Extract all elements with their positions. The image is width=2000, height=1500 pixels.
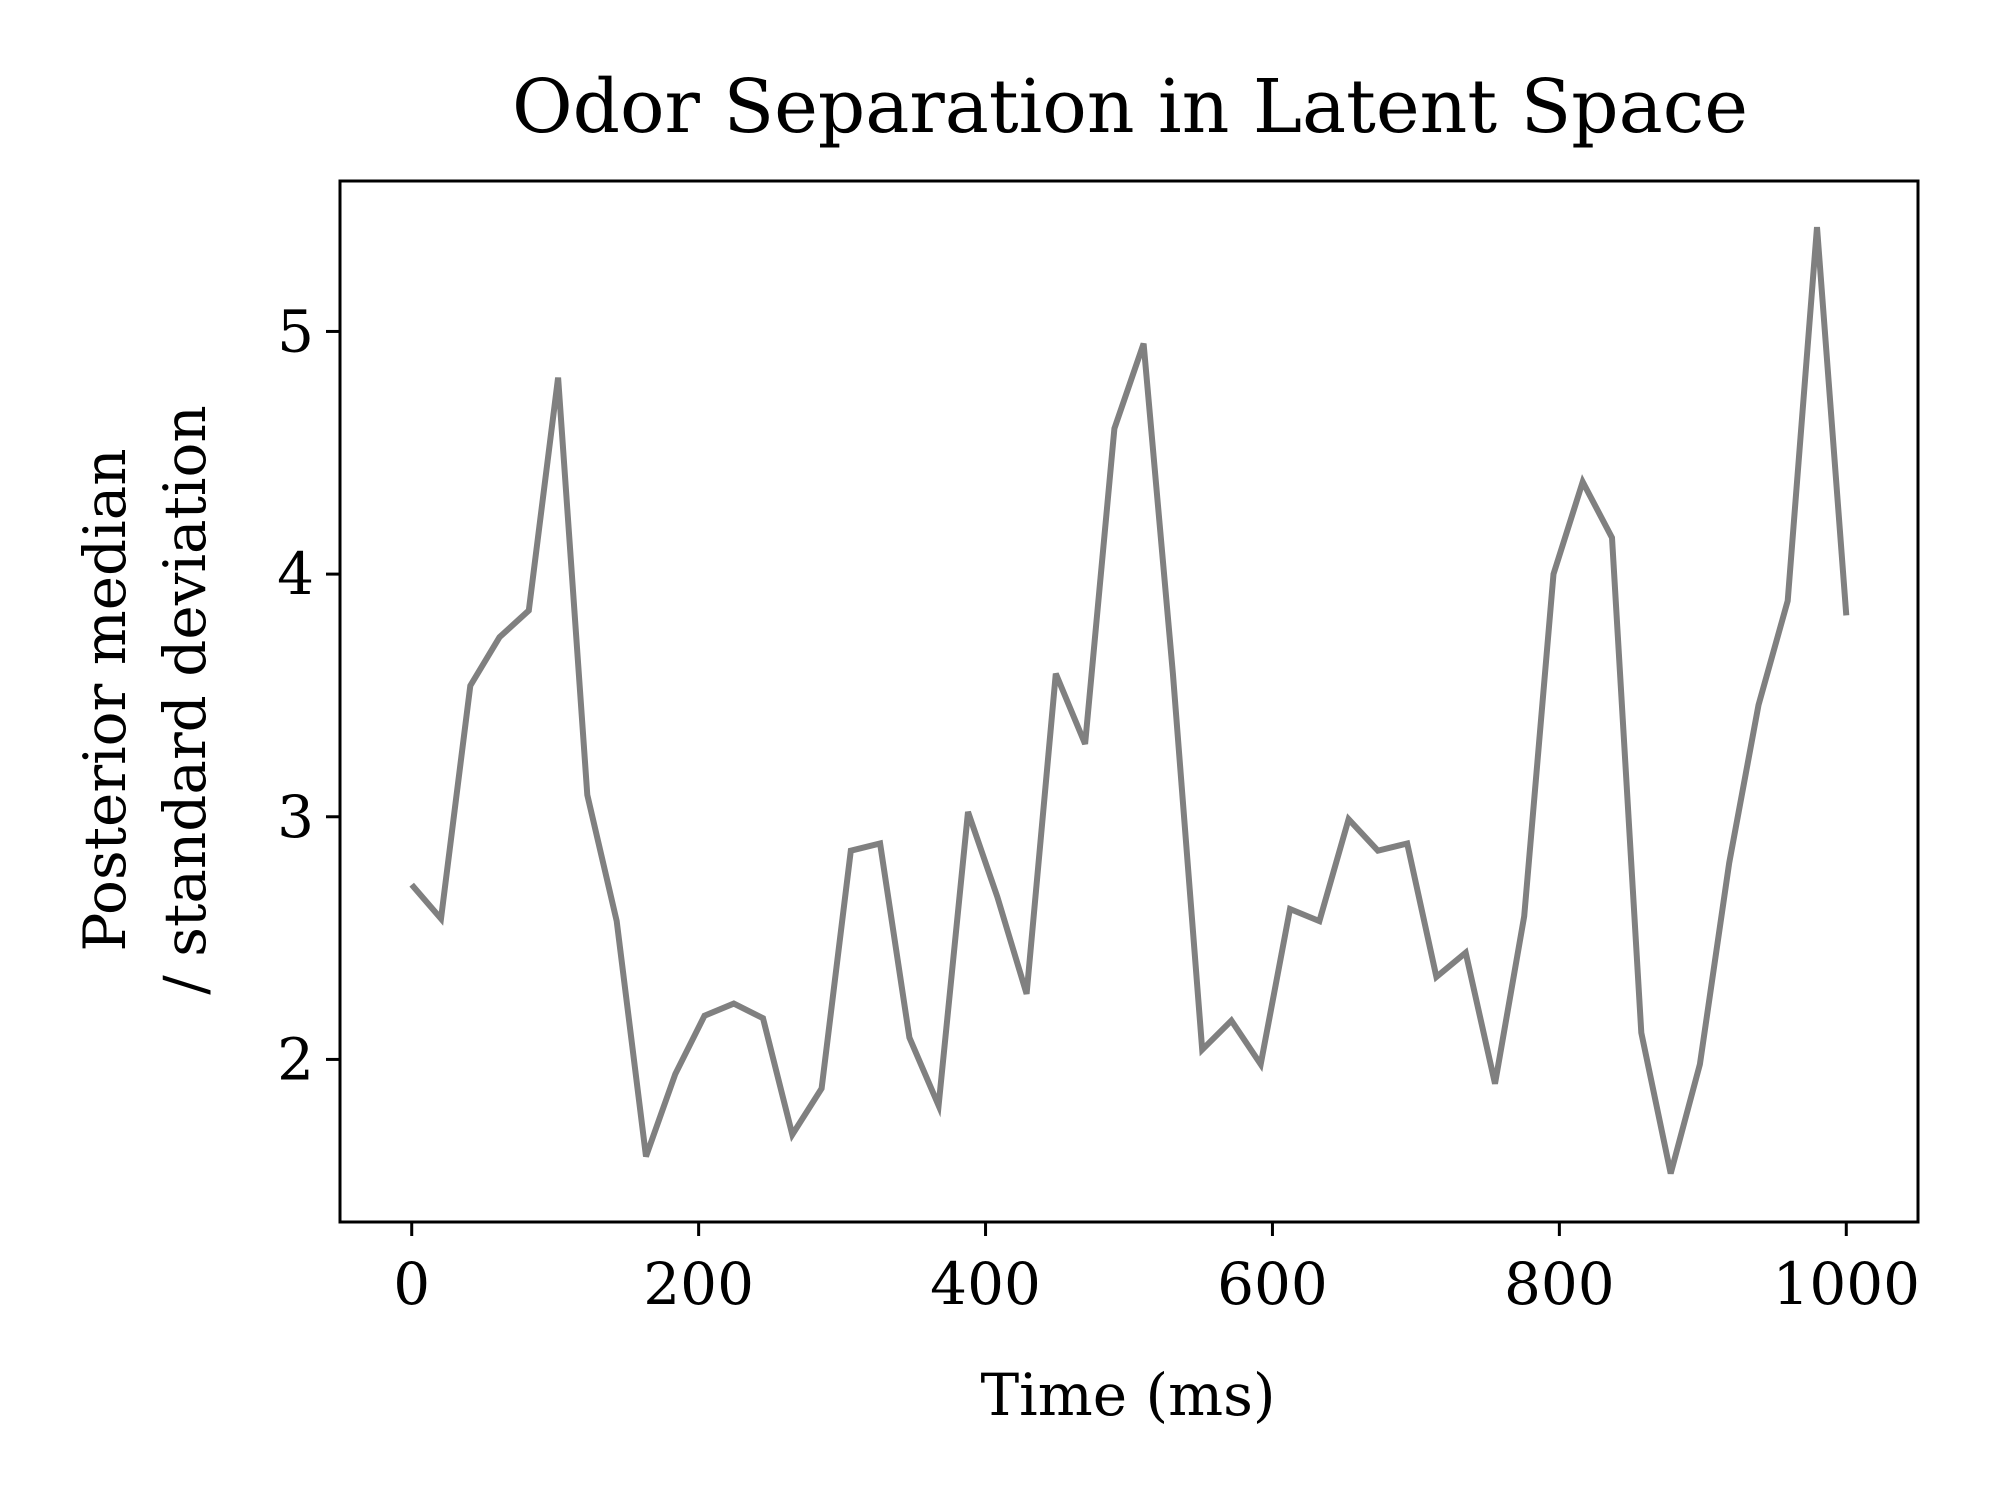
chart-title: Odor Separation in Latent Space <box>512 64 1748 150</box>
series-line <box>409 226 1850 1175</box>
y-tick-label: 5 <box>277 297 314 365</box>
y-axis: 2 3 4 5 <box>277 297 340 1093</box>
y-axis-label: Posterior median / standard deviation <box>71 405 219 994</box>
y-tick-label: 2 <box>277 1025 314 1093</box>
y-axis-label-line-1: Posterior median <box>71 448 139 951</box>
x-axis-label: Time (ms) <box>980 1361 1275 1429</box>
x-tick-label: 800 <box>1504 1250 1615 1318</box>
x-tick-label: 1000 <box>1772 1250 1920 1318</box>
x-tick-label: 0 <box>393 1250 430 1318</box>
y-tick-label: 4 <box>277 540 314 608</box>
plot-frame <box>338 179 1920 1224</box>
y-axis-label-line-2: / standard deviation <box>151 405 219 994</box>
x-tick-label: 400 <box>930 1250 1041 1318</box>
x-axis: 0 200 400 600 800 1000 <box>393 1222 1920 1318</box>
y-tick-label: 3 <box>277 783 314 851</box>
plot-area <box>338 179 1920 1224</box>
x-tick-label: 200 <box>643 1250 754 1318</box>
x-tick-label: 600 <box>1217 1250 1328 1318</box>
